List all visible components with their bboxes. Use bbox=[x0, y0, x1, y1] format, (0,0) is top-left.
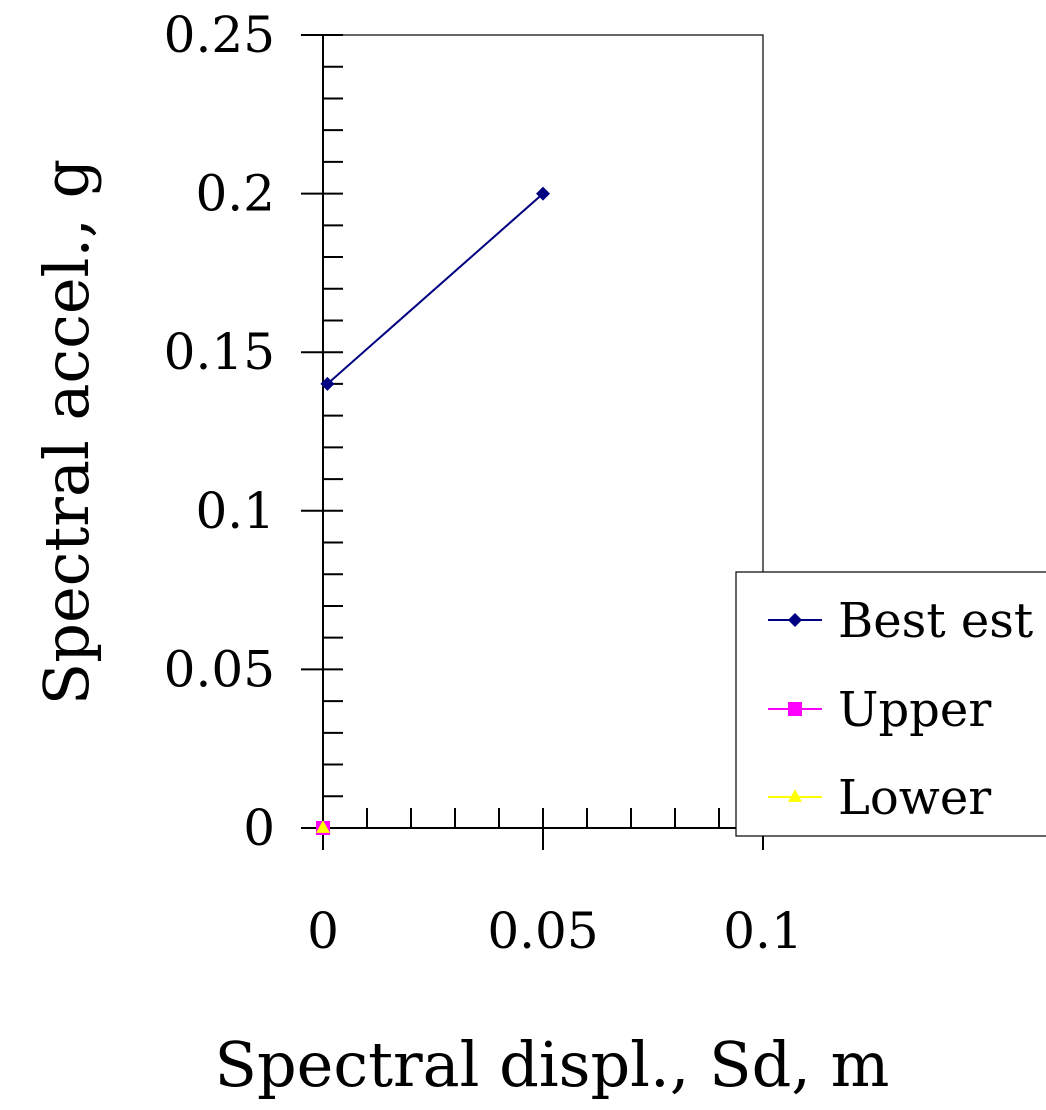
x-tick-label: 0 bbox=[307, 902, 339, 960]
legend-box bbox=[735, 571, 1046, 837]
legend-marker bbox=[788, 789, 802, 802]
y-axis-title: Spectral accel., g bbox=[30, 159, 103, 705]
y-axis: 0 0.05 0.1 0.15 0.2 0.25 bbox=[164, 6, 343, 857]
legend-item: Best est bbox=[768, 593, 1033, 649]
legend-label: Upper bbox=[838, 682, 991, 738]
y-tick-label: 0.05 bbox=[164, 640, 275, 698]
x-axis-title: Spectral displ., Sd, m bbox=[215, 1028, 890, 1101]
y-tick-label: 0.15 bbox=[164, 323, 275, 381]
legend-marker bbox=[788, 702, 802, 716]
legend-item: Upper bbox=[768, 682, 991, 738]
x-axis: 0 0.05 0.1 bbox=[307, 808, 803, 960]
data-point bbox=[316, 820, 330, 833]
legend-marker bbox=[788, 613, 802, 627]
data-point bbox=[320, 376, 335, 391]
legend-item: Lower bbox=[768, 770, 991, 826]
x-tick-label: 0.1 bbox=[723, 902, 803, 960]
legend-label: Lower bbox=[838, 770, 991, 826]
series-line bbox=[326, 192, 544, 385]
legend: Best est Upper Lower bbox=[735, 571, 1046, 837]
series-best-est bbox=[320, 186, 550, 391]
x-tick-label: 0.05 bbox=[487, 902, 598, 960]
legend-label: Best est bbox=[838, 593, 1033, 649]
y-tick-label: 0.2 bbox=[195, 165, 275, 223]
y-tick-label: 0.25 bbox=[164, 6, 275, 64]
series-lower bbox=[316, 820, 330, 833]
data-point bbox=[536, 186, 550, 201]
plot-frame bbox=[322, 34, 764, 829]
series-layer bbox=[316, 186, 550, 835]
y-tick-label: 0 bbox=[243, 799, 275, 857]
y-tick-label: 0.1 bbox=[195, 482, 275, 540]
